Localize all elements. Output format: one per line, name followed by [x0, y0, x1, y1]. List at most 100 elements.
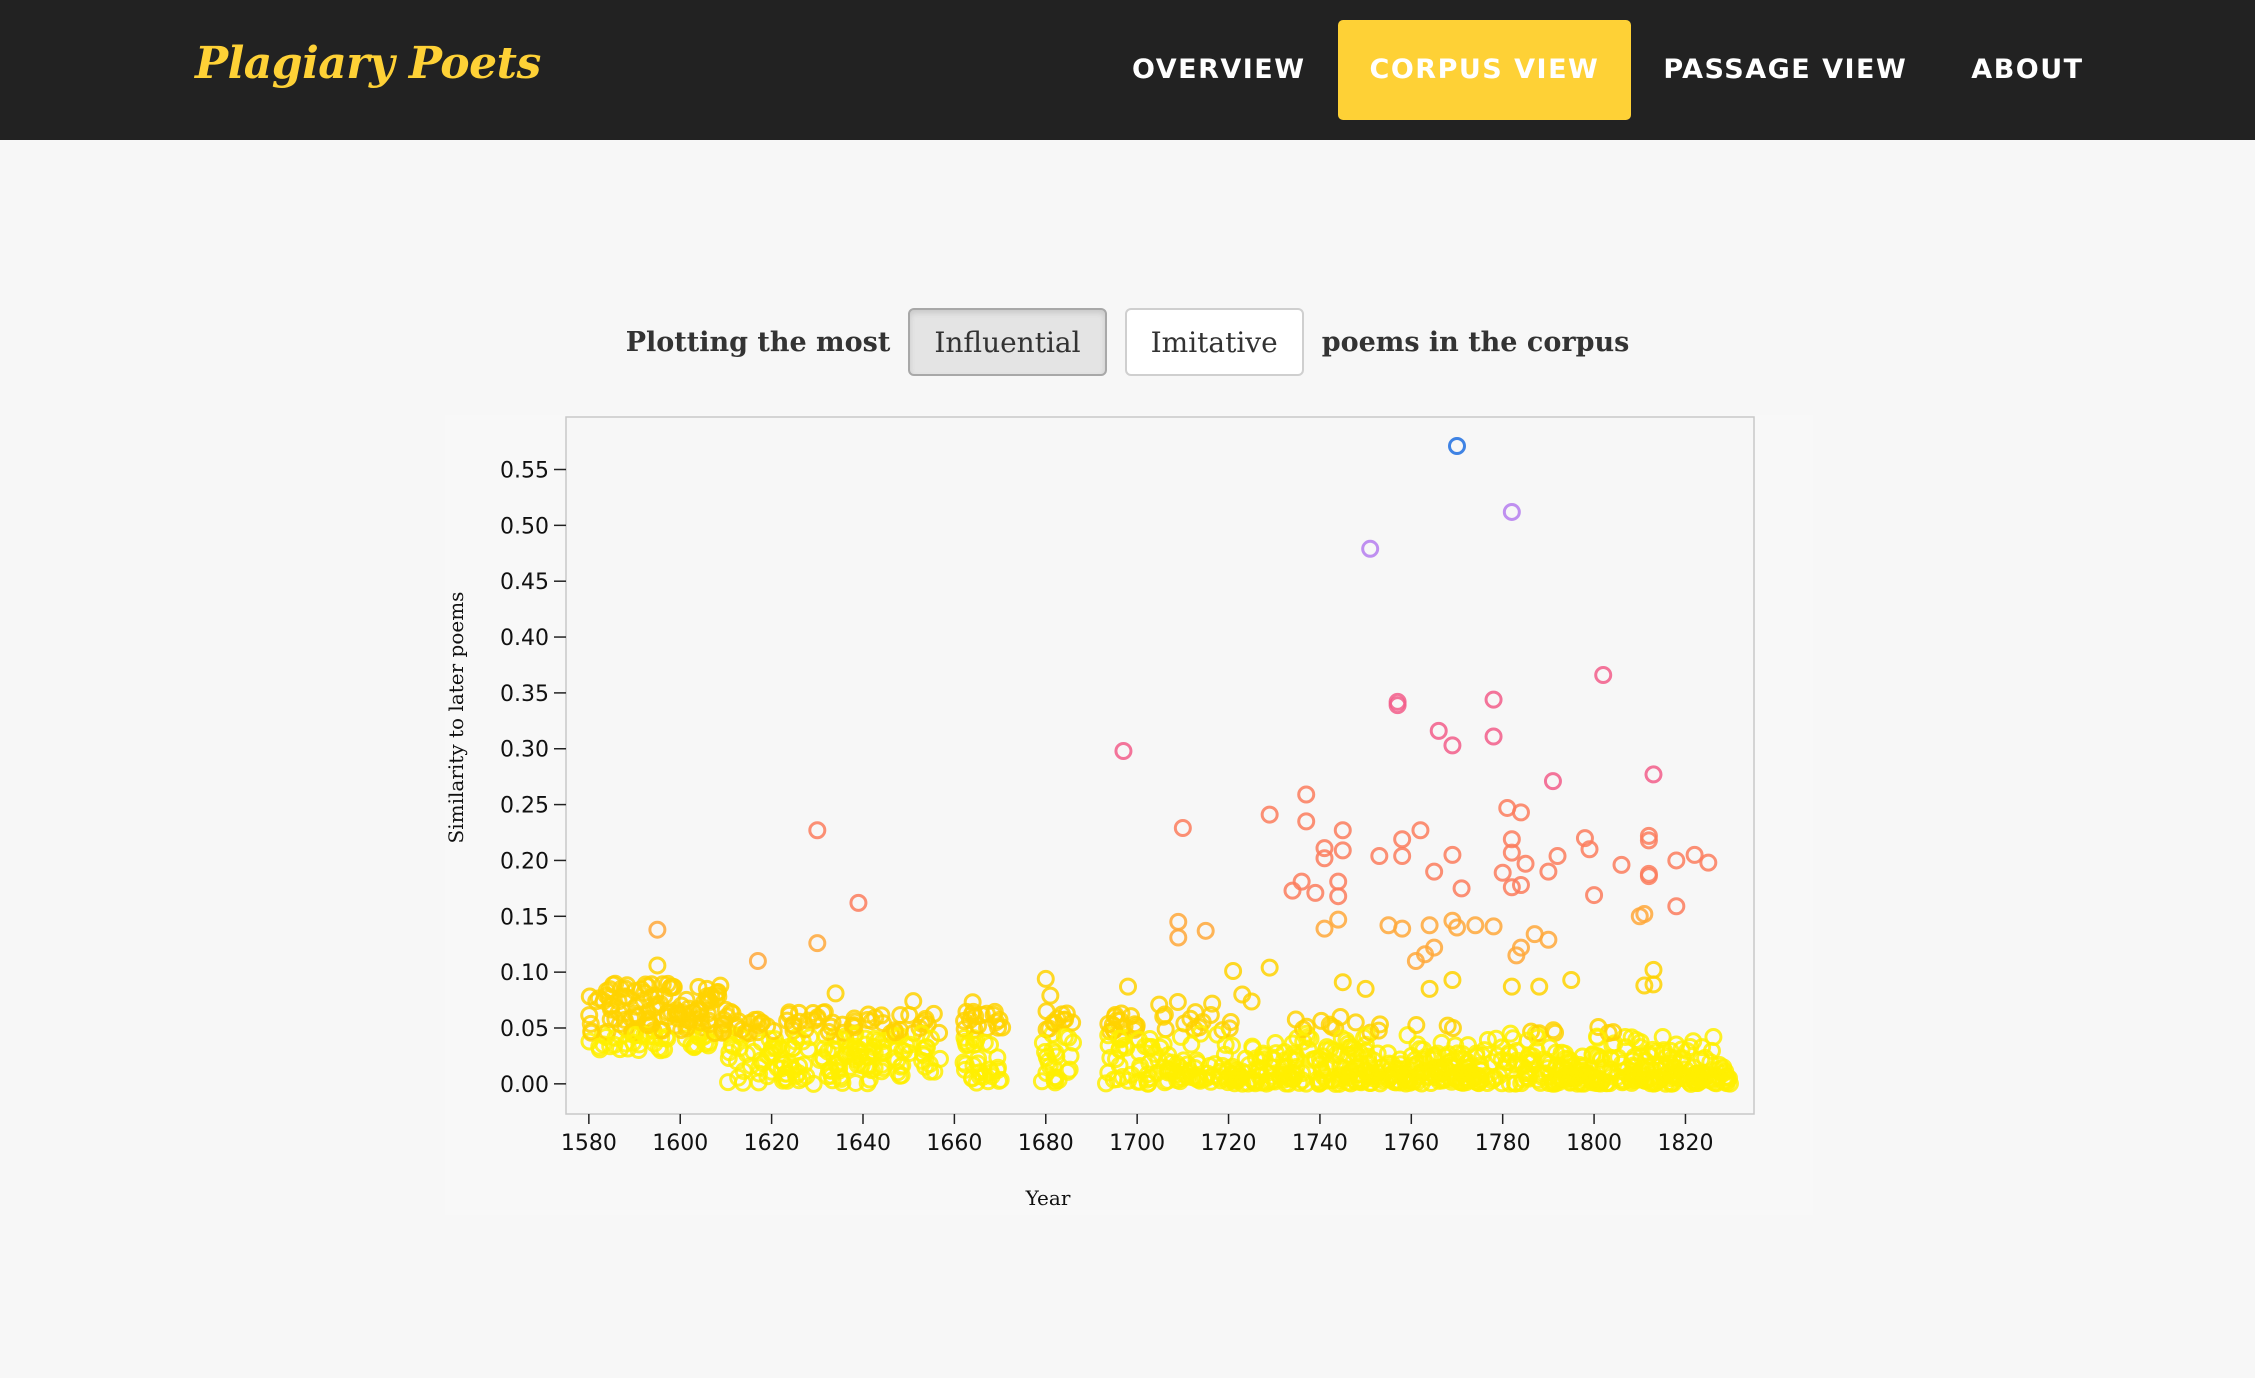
data-point[interactable]	[580, 1032, 599, 1051]
data-point[interactable]	[1310, 1074, 1329, 1093]
data-point[interactable]	[1057, 1004, 1076, 1023]
data-point[interactable]	[1442, 1072, 1461, 1091]
data-point[interactable]	[1243, 1039, 1262, 1058]
data-point[interactable]	[1356, 979, 1375, 998]
data-point[interactable]	[1631, 1038, 1650, 1057]
data-point[interactable]	[1642, 1068, 1661, 1087]
influential-button[interactable]: Influential	[908, 308, 1107, 376]
data-point[interactable]	[1621, 1069, 1640, 1088]
data-point[interactable]	[1110, 1039, 1129, 1058]
data-point[interactable]	[1436, 1047, 1455, 1066]
data-point[interactable]	[729, 1068, 748, 1087]
data-point[interactable]	[1685, 845, 1704, 864]
data-point[interactable]	[1516, 854, 1535, 873]
data-point[interactable]	[686, 1010, 705, 1029]
data-point[interactable]	[1325, 1042, 1344, 1061]
data-point[interactable]	[796, 1020, 815, 1039]
data-point[interactable]	[1266, 1034, 1285, 1053]
data-point[interactable]	[1383, 1055, 1402, 1074]
data-point[interactable]	[1117, 1038, 1136, 1057]
data-point[interactable]	[1063, 1013, 1082, 1032]
data-point[interactable]	[1250, 1061, 1269, 1080]
data-point[interactable]	[1333, 973, 1352, 992]
data-point[interactable]	[1672, 1040, 1691, 1059]
imitative-button[interactable]: Imitative	[1124, 308, 1304, 376]
data-point[interactable]	[1478, 1030, 1497, 1049]
data-point[interactable]	[1168, 992, 1187, 1011]
data-point[interactable]	[1653, 1028, 1672, 1047]
data-point[interactable]	[1191, 1024, 1210, 1043]
data-point[interactable]	[664, 978, 683, 997]
data-point[interactable]	[1571, 1067, 1590, 1086]
data-point[interactable]	[1530, 977, 1549, 996]
data-point[interactable]	[1233, 985, 1252, 1004]
data-point[interactable]	[1348, 1046, 1367, 1065]
data-point[interactable]	[1290, 1073, 1309, 1092]
data-point[interactable]	[761, 1044, 780, 1063]
data-point[interactable]	[1276, 1059, 1295, 1078]
data-point[interactable]	[740, 1013, 759, 1032]
data-point[interactable]	[1329, 910, 1348, 929]
data-point[interactable]	[849, 893, 868, 912]
data-point[interactable]	[1393, 830, 1412, 849]
data-point[interactable]	[1594, 666, 1613, 685]
data-point[interactable]	[1458, 1036, 1477, 1055]
data-point[interactable]	[1502, 830, 1521, 849]
data-point[interactable]	[581, 1014, 600, 1033]
data-point[interactable]	[1421, 1074, 1440, 1093]
data-point[interactable]	[1597, 1073, 1616, 1092]
data-point[interactable]	[1229, 1067, 1248, 1086]
data-point[interactable]	[1224, 962, 1243, 981]
data-point[interactable]	[1511, 876, 1530, 895]
data-point[interactable]	[900, 1035, 919, 1054]
data-point[interactable]	[648, 920, 667, 939]
data-point[interactable]	[808, 934, 827, 953]
data-point[interactable]	[1333, 841, 1352, 860]
data-point[interactable]	[833, 1048, 852, 1067]
data-point[interactable]	[1168, 1069, 1187, 1088]
data-point[interactable]	[1644, 765, 1663, 784]
data-point[interactable]	[1297, 785, 1316, 804]
data-point[interactable]	[1169, 928, 1188, 947]
data-point[interactable]	[748, 951, 767, 970]
data-point[interactable]	[1182, 1035, 1201, 1054]
data-point[interactable]	[1306, 883, 1325, 902]
data-point[interactable]	[1407, 1016, 1426, 1035]
data-point[interactable]	[1331, 1008, 1350, 1027]
data-point[interactable]	[1200, 1057, 1219, 1076]
data-point[interactable]	[1061, 1046, 1080, 1065]
data-point[interactable]	[1350, 1065, 1369, 1084]
data-point[interactable]	[1040, 1019, 1059, 1038]
data-point[interactable]	[1513, 1057, 1532, 1076]
data-point[interactable]	[844, 1016, 863, 1035]
data-point[interactable]	[814, 1003, 833, 1022]
data-point[interactable]	[610, 1015, 629, 1034]
data-point[interactable]	[1493, 863, 1512, 882]
data-point[interactable]	[1193, 1012, 1212, 1031]
nav-passage-view[interactable]: Passage View	[1663, 54, 1908, 85]
data-point[interactable]	[826, 984, 845, 1003]
data-point[interactable]	[1502, 878, 1521, 897]
data-point[interactable]	[1315, 839, 1334, 858]
data-point[interactable]	[1411, 821, 1430, 840]
data-point[interactable]	[626, 1025, 645, 1044]
data-point[interactable]	[1208, 1025, 1227, 1044]
data-point[interactable]	[1588, 1028, 1607, 1047]
data-point[interactable]	[904, 992, 923, 1011]
data-point[interactable]	[1294, 1032, 1313, 1051]
data-point[interactable]	[1393, 846, 1412, 865]
data-point[interactable]	[1501, 1024, 1520, 1043]
data-point[interactable]	[1585, 886, 1604, 905]
data-point[interactable]	[846, 1025, 865, 1044]
data-point[interactable]	[1110, 1056, 1129, 1075]
data-point[interactable]	[1337, 1031, 1356, 1050]
data-point[interactable]	[1346, 1013, 1365, 1032]
data-point[interactable]	[1443, 845, 1462, 864]
data-point[interactable]	[1429, 721, 1448, 740]
data-point[interactable]	[1502, 843, 1521, 862]
data-point[interactable]	[1420, 979, 1439, 998]
data-point[interactable]	[1639, 831, 1658, 850]
data-point[interactable]	[1484, 917, 1503, 936]
data-point[interactable]	[1527, 1041, 1546, 1060]
data-point[interactable]	[1667, 897, 1686, 916]
